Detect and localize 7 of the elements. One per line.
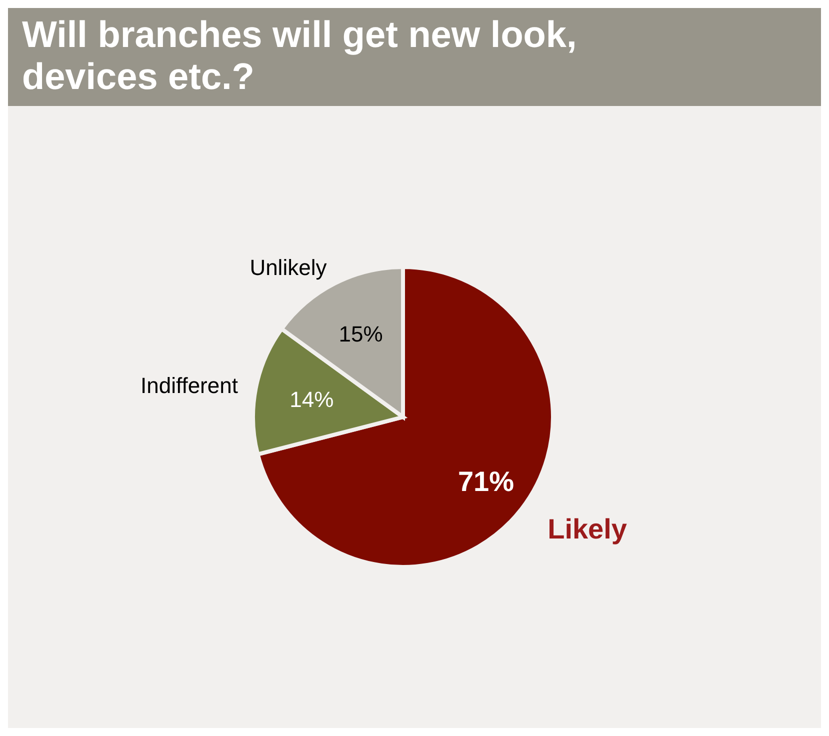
data-label: 14% [290,387,334,412]
chart-title: Will branches will get new look, devices etc.? [22,14,578,98]
data-label: 71% [458,466,514,497]
slice-label: Likely [548,514,628,545]
slice-label: Indifferent [140,373,238,398]
data-label: 15% [338,322,383,347]
slice-label: Unlikely [250,254,327,280]
